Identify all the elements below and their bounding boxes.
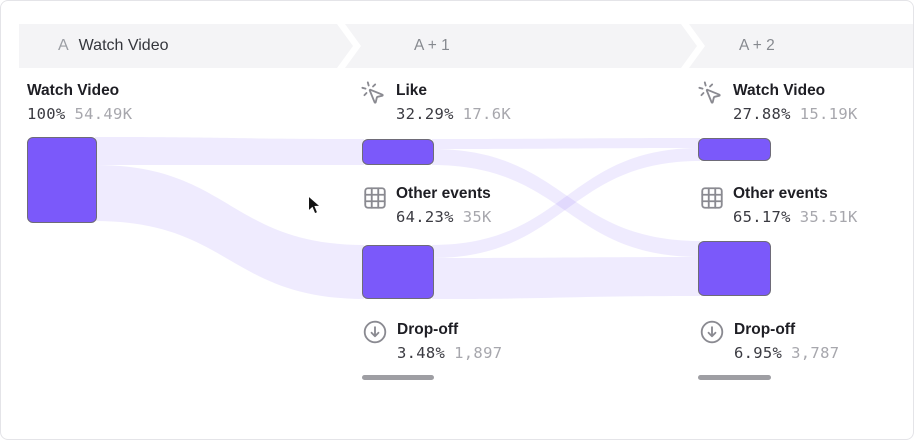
event-count: 1,897 [454, 344, 503, 362]
event-card-like-a1[interactable]: Like 32.29% 17.6K [396, 81, 511, 124]
event-title: Other events [733, 185, 828, 202]
node-watch-video-step-a[interactable] [27, 137, 97, 223]
event-card-watch-video-a[interactable]: Watch Video 100% 54.49K [27, 81, 132, 124]
event-count: 15.19K [799, 105, 858, 123]
event-percent: 100% [27, 105, 66, 123]
node-other-events-step-a2[interactable] [698, 241, 771, 296]
sankey-flow-a-watch-video-to-b-like[interactable] [95, 137, 364, 165]
dropoff-bar-a2 [698, 375, 771, 380]
sankey-flow-a-watch-video-to-b-other[interactable] [95, 165, 364, 299]
sankey-flow-b-other-to-c-other[interactable] [432, 257, 700, 299]
dropoff-icon [362, 319, 388, 345]
node-other-events-step-a1[interactable] [362, 245, 434, 299]
node-like-step-a1[interactable] [362, 139, 434, 165]
dropoff-icon [699, 319, 725, 345]
event-count: 3,787 [791, 344, 840, 362]
event-card-other-events-a2[interactable]: Other events 65.17% 35.51K [733, 184, 858, 227]
breadcrumb-step-a-plus-2[interactable]: A + 2 [689, 24, 913, 68]
breadcrumb-step-start-event[interactable]: A Watch Video [19, 24, 353, 68]
event-title: Watch Video [733, 82, 826, 99]
event-stats: 100% 54.49K [27, 104, 132, 124]
event-card-watch-video-a2[interactable]: Watch Video 27.88% 15.19K [733, 81, 858, 124]
event-count: 17.6K [462, 105, 511, 123]
click-icon [360, 80, 386, 106]
event-title: Drop-off [397, 321, 459, 338]
step-letter: A [58, 37, 69, 54]
event-count: 35K [462, 208, 492, 226]
grid-icon [362, 185, 388, 211]
event-percent: 27.88% [733, 105, 791, 123]
node-watch-video-step-a2[interactable] [698, 138, 771, 161]
event-stats: 6.95% 3,787 [734, 343, 839, 363]
event-count: 54.49K [74, 105, 133, 123]
step-label: A + 2 [739, 37, 775, 54]
sankey-flow-b-like-to-c-watch-video[interactable] [432, 138, 700, 149]
event-title: Like [396, 82, 428, 99]
event-title: Other events [396, 185, 491, 202]
click-icon [697, 80, 723, 106]
event-stats: 27.88% 15.19K [733, 104, 858, 124]
step-label: A + 1 [414, 37, 450, 54]
event-stats: 65.17% 35.51K [733, 207, 858, 227]
event-card-dropoff-a1[interactable]: Drop-off 3.48% 1,897 [397, 320, 502, 363]
grid-icon [699, 185, 725, 211]
sankey-flow-b-other-to-c-watch-video[interactable] [432, 148, 700, 258]
event-count: 35.51K [799, 208, 858, 226]
sankey-flow-b-like-to-c-other[interactable] [432, 149, 700, 257]
breadcrumb-step-a-plus-1[interactable]: A + 1 [345, 24, 697, 68]
step-label: Watch Video [78, 37, 169, 54]
event-stats: 64.23% 35K [396, 207, 492, 227]
event-percent: 32.29% [396, 105, 454, 123]
dropoff-bar-a1 [362, 375, 434, 380]
mouse-cursor-icon [308, 195, 322, 215]
event-stats: 3.48% 1,897 [397, 343, 502, 363]
event-percent: 6.95% [734, 344, 783, 362]
event-stats: 32.29% 17.6K [396, 104, 511, 124]
event-card-other-events-a1[interactable]: Other events 64.23% 35K [396, 184, 492, 227]
event-title: Drop-off [734, 321, 796, 338]
event-percent: 3.48% [397, 344, 446, 362]
event-percent: 65.17% [733, 208, 791, 226]
event-title: Watch Video [27, 82, 120, 99]
event-percent: 64.23% [396, 208, 454, 226]
event-card-dropoff-a2[interactable]: Drop-off 6.95% 3,787 [734, 320, 839, 363]
